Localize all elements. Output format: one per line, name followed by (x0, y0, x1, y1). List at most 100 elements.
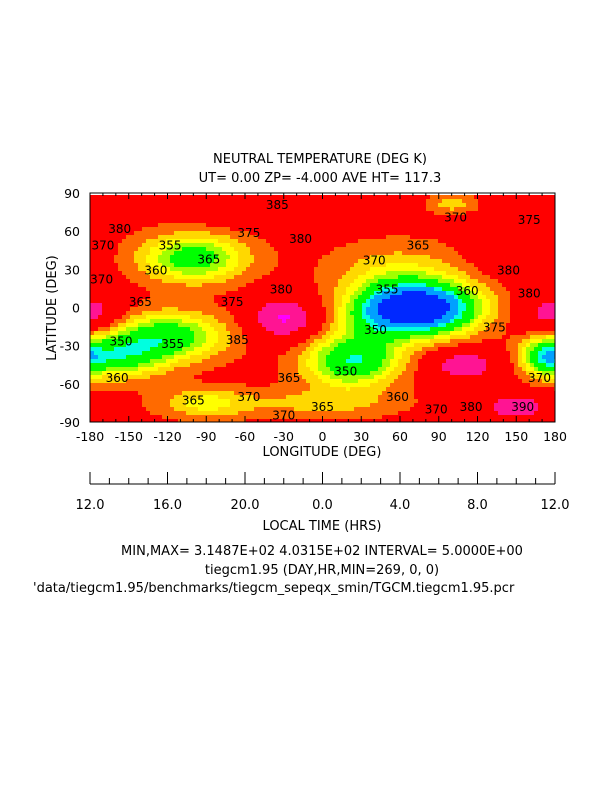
contour-cell (102, 323, 106, 327)
contour-cell (410, 343, 414, 347)
contour-cell (446, 195, 450, 199)
contour-cell (158, 311, 162, 315)
contour-cell (174, 311, 178, 315)
contour-cell (94, 355, 98, 359)
contour-cell (458, 335, 462, 339)
contour-cell (230, 363, 234, 367)
contour-cell (342, 239, 346, 243)
contour-cell (378, 343, 382, 347)
contour-cell (314, 247, 318, 251)
contour-cell (198, 235, 202, 239)
contour-cell (306, 323, 310, 327)
contour-cell (358, 259, 362, 263)
contour-cell (282, 255, 286, 259)
contour-cell (522, 359, 526, 363)
contour-cell (434, 207, 438, 211)
contour-cell (430, 255, 434, 259)
contour-cell (426, 283, 430, 287)
contour-cell (378, 207, 382, 211)
contour-cell (390, 239, 394, 243)
contour-cell (98, 279, 102, 283)
contour-cell (490, 279, 494, 283)
contour-cell (154, 299, 158, 303)
contour-cell (390, 315, 394, 319)
contour-cell (190, 339, 194, 343)
contour-cell (314, 275, 318, 279)
contour-cell (218, 303, 222, 307)
contour-cell (406, 343, 410, 347)
contour-cell (506, 259, 510, 263)
contour-cell (206, 287, 210, 291)
contour-cell (486, 259, 490, 263)
contour-cell (394, 295, 398, 299)
contour-cell (134, 195, 138, 199)
contour-cell (442, 239, 446, 243)
contour-cell (170, 247, 174, 251)
contour-cell (186, 295, 190, 299)
contour-cell (98, 207, 102, 211)
contour-cell (218, 311, 222, 315)
contour-cell (258, 207, 262, 211)
contour-cell (414, 279, 418, 283)
contour-cell (434, 203, 438, 207)
contour-cell (166, 299, 170, 303)
contour-cell (506, 311, 510, 315)
contour-cell (278, 231, 282, 235)
contour-cell (454, 295, 458, 299)
contour-cell (290, 315, 294, 319)
contour-cell (230, 359, 234, 363)
contour-cell (470, 307, 474, 311)
contour-cell (222, 243, 226, 247)
contour-cell (330, 347, 334, 351)
contour-cell (482, 215, 486, 219)
contour-cell (322, 211, 326, 215)
contour-cell (534, 231, 538, 235)
contour-cell (302, 347, 306, 351)
contour-cell (230, 231, 234, 235)
contour-cell (442, 331, 446, 335)
contour-cell (406, 235, 410, 239)
contour-cell (478, 267, 482, 271)
contour-cell (410, 275, 414, 279)
contour-cell (146, 279, 150, 283)
contour-cell (138, 247, 142, 251)
contour-cell (114, 351, 118, 355)
contour-cell (242, 295, 246, 299)
contour-cell (154, 351, 158, 355)
contour-cell (506, 215, 510, 219)
contour-cell (106, 295, 110, 299)
contour-cell (406, 279, 410, 283)
contour-cell (286, 303, 290, 307)
contour-cell (262, 287, 266, 291)
contour-cell (94, 283, 98, 287)
contour-cell (478, 351, 482, 355)
contour-cell (258, 263, 262, 267)
contour-cell (178, 323, 182, 327)
contour-cell (190, 259, 194, 263)
contour-cell (242, 243, 246, 247)
contour-cell (234, 291, 238, 295)
contour-cell (470, 327, 474, 331)
contour-cell (318, 319, 322, 323)
contour-cell (102, 275, 106, 279)
contour-cell (178, 363, 182, 367)
contour-cell (354, 255, 358, 259)
contour-cell (538, 343, 542, 347)
contour-cell (310, 251, 314, 255)
contour-cell (122, 351, 126, 355)
contour-cell (162, 335, 166, 339)
contour-cell (214, 255, 218, 259)
contour-cell (102, 239, 106, 243)
contour-cell (430, 227, 434, 231)
contour-cell (466, 255, 470, 259)
contour-cell (106, 255, 110, 259)
contour-cell (194, 319, 198, 323)
contour-cell (222, 311, 226, 315)
contour-cell (306, 303, 310, 307)
contour-cell (282, 243, 286, 247)
contour-cell (302, 359, 306, 363)
contour-cell (226, 287, 230, 291)
contour-cell (198, 239, 202, 243)
contour-cell (242, 303, 246, 307)
contour-cell (238, 339, 242, 343)
